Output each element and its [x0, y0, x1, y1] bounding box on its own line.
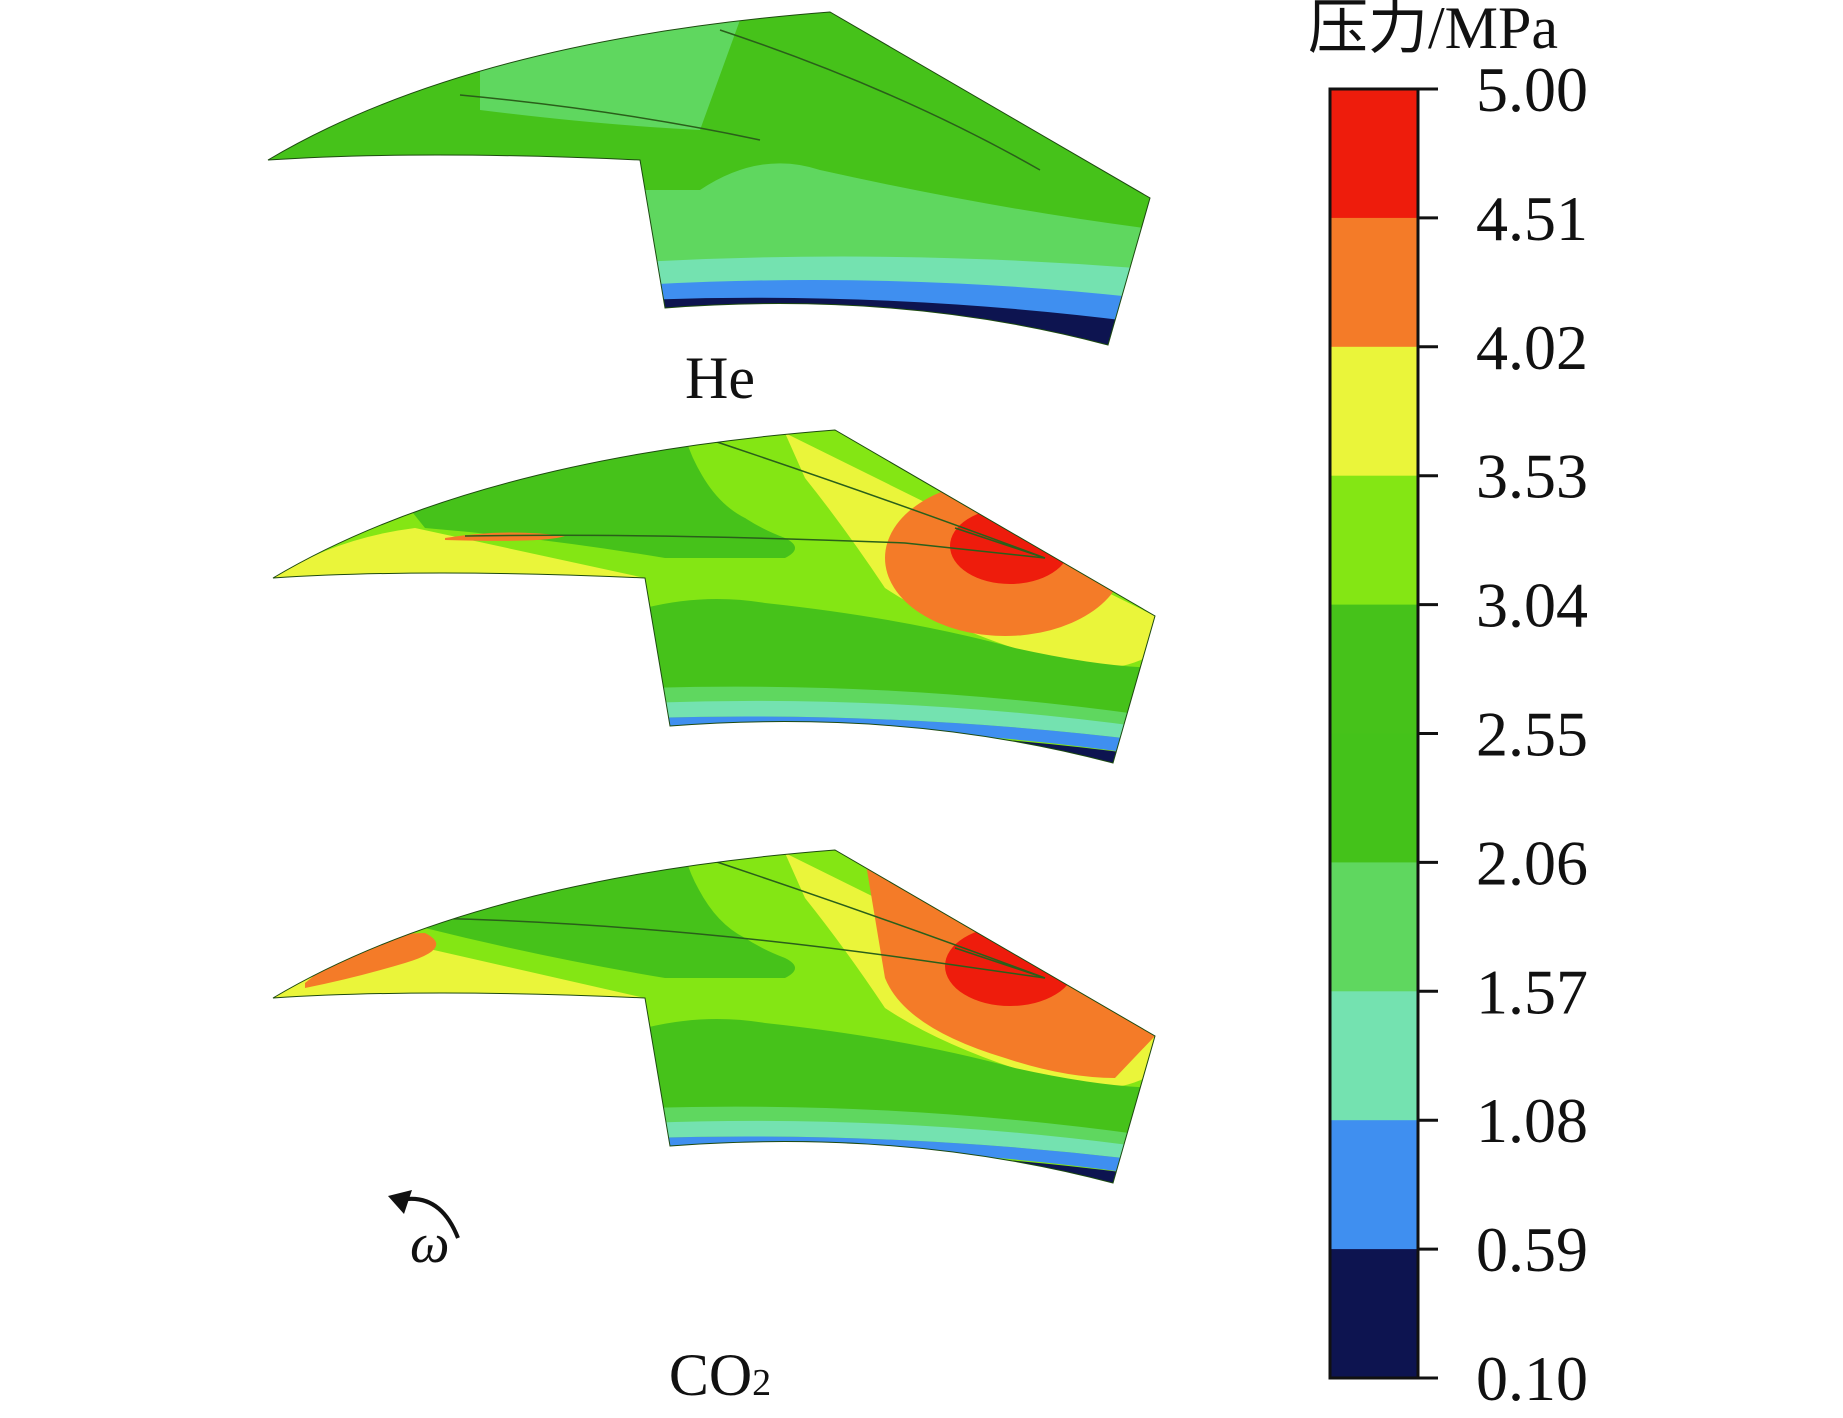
- colorbar-tick-label: 0.10: [1476, 1343, 1588, 1414]
- colorbar-tick-label: 3.04: [1476, 570, 1588, 641]
- blade-contour-n2: [272, 429, 1156, 764]
- colorbar-band: [1330, 991, 1418, 1121]
- colorbar-band: [1330, 346, 1418, 477]
- colorbar-tick-label: 2.06: [1476, 827, 1588, 898]
- rotation-arrow-icon: [388, 1190, 460, 1239]
- colorbar-band: [1330, 475, 1418, 606]
- colorbar-tick-label: 5.00: [1476, 54, 1588, 125]
- blade-contour-co2: [272, 849, 1156, 1184]
- colorbar-title: 压力/MPa: [1308, 0, 1558, 61]
- colorbar-tick-label: 3.53: [1476, 441, 1588, 512]
- colorbar-band: [1330, 733, 1418, 863]
- colorbar-band: [1330, 1120, 1418, 1250]
- colorbar-band: [1330, 1249, 1418, 1379]
- colorbar-band: [1330, 604, 1418, 734]
- blade-contour-he: [267, 11, 1151, 346]
- colorbar: 5.00 4.51 4.02 3.53 3.04 2.55 2.06 1.57 1.08 0.59…: [1328, 54, 1588, 1414]
- colorbar-tick-label: 0.59: [1476, 1214, 1588, 1285]
- colorbar-tick-label: 1.08: [1476, 1085, 1588, 1156]
- colorbar-tick-label: 1.57: [1476, 956, 1588, 1027]
- panel-label-co2: CO2: [669, 1342, 771, 1408]
- colorbar-band: [1330, 89, 1418, 219]
- panel-label-he: He: [685, 345, 755, 411]
- colorbar-tick-label: 4.51: [1476, 183, 1588, 254]
- colorbar-tick-label: 2.55: [1476, 699, 1588, 770]
- colorbar-band: [1330, 862, 1418, 992]
- colorbar-tick-label: 4.02: [1476, 312, 1588, 383]
- colorbar-band: [1330, 217, 1418, 348]
- rotation-symbol: ω: [410, 1213, 450, 1275]
